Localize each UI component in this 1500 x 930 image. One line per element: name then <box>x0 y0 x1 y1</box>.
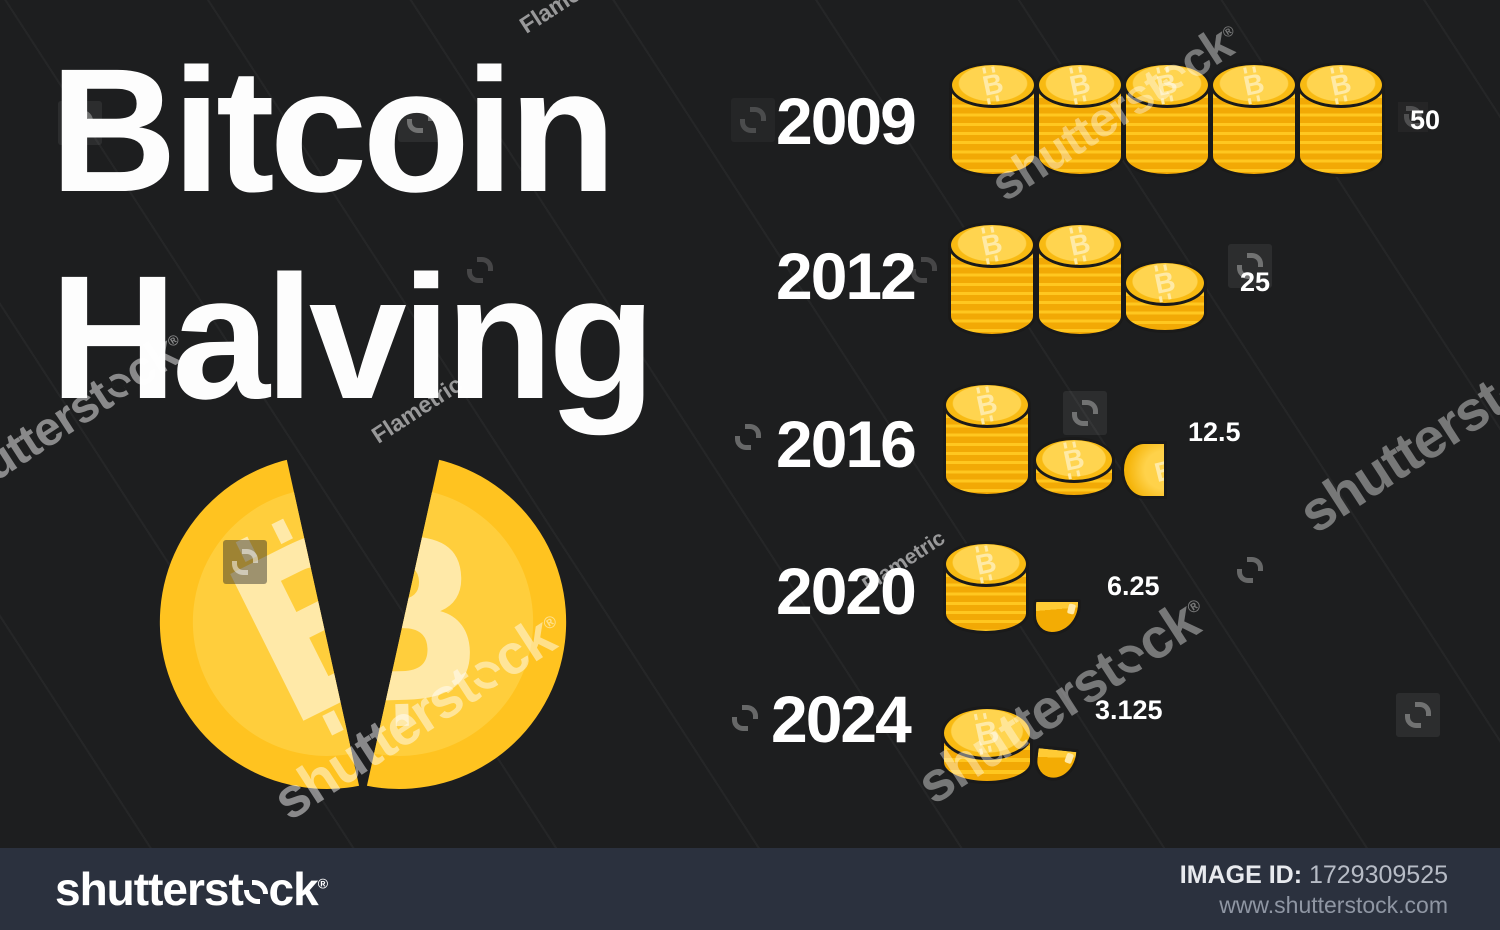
shutterstock-s-icon <box>58 101 102 145</box>
shutterstock-logo: shutterst ck® <box>55 863 328 915</box>
coin-stack: B <box>1036 62 1124 177</box>
shutterstock-s-icon <box>911 257 937 283</box>
value-label-2020: 6.25 <box>1107 571 1160 601</box>
footer-bar: shutterst ck® IMAGE ID: 1729309525 www.sh… <box>0 848 1500 930</box>
year-label-2016: 2016 <box>776 407 917 481</box>
value-label-2016: 12.5 <box>1188 417 1241 447</box>
coin-stack-half: B <box>1123 260 1207 333</box>
page-title: Bitcoin Halving <box>50 28 656 442</box>
shutterstock-s-icon <box>223 540 267 584</box>
shutterstock-s-icon <box>731 98 775 142</box>
shutterstock-s-icon <box>1396 693 1440 737</box>
year-label-2024: 2024 <box>771 682 912 756</box>
coin-stack: B <box>1123 62 1211 177</box>
shutterstock-s-icon <box>398 98 442 142</box>
shutterstock-s-icon <box>1228 244 1272 288</box>
bitcoin-symbol-icon: B <box>1151 454 1167 488</box>
year-label-2020: 2020 <box>776 554 917 628</box>
coin-stack: B <box>1036 222 1124 337</box>
half-coin: B <box>1121 441 1167 499</box>
shutterstock-s-icon <box>732 705 758 731</box>
coin-stack-half: B <box>1033 437 1115 498</box>
shutterstock-s-icon <box>735 424 761 450</box>
shutterstock-s-icon <box>467 257 493 283</box>
shutterstock-s-icon <box>1063 391 1107 435</box>
title-line-2: Halving <box>50 240 656 436</box>
coin-stack: B <box>1210 62 1298 177</box>
year-label-2009: 2009 <box>776 84 917 158</box>
image-id: IMAGE ID: 1729309525 <box>1179 861 1448 889</box>
coin-stack-half: B <box>943 541 1029 634</box>
year-label-2012: 2012 <box>776 239 917 313</box>
website-url: www.shutterstock.com <box>1219 892 1448 918</box>
coin-stack: B <box>1297 62 1385 177</box>
coin-stack-small: B <box>941 706 1033 784</box>
value-label-2024: 3.125 <box>1095 695 1163 725</box>
coin-stack: B <box>943 382 1031 497</box>
quarter-coin <box>1033 599 1081 635</box>
coin-stack: B <box>949 62 1037 177</box>
shutterstock-watermark: shutterstck® <box>1287 310 1500 545</box>
shutterstock-s-icon <box>243 879 268 905</box>
shutterstock-s-icon <box>1398 102 1428 132</box>
shutterstock-s-icon <box>1237 557 1263 583</box>
title-line-1: Bitcoin <box>50 33 616 229</box>
coin-stack: B <box>948 222 1036 337</box>
